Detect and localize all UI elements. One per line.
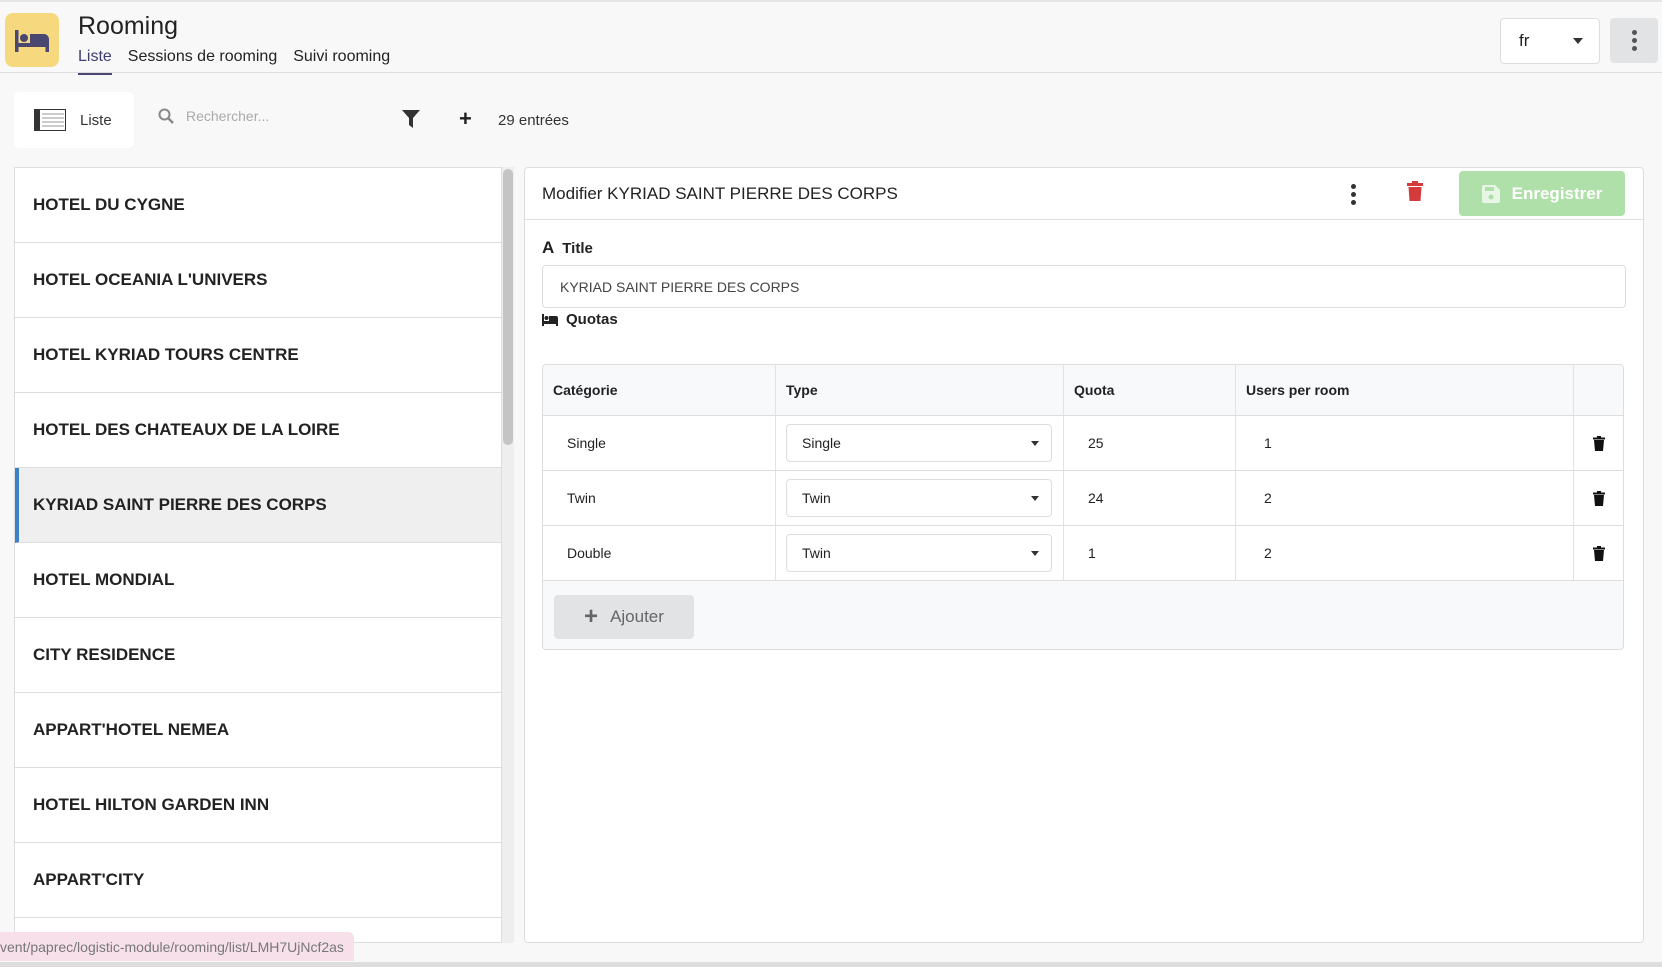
language-value: fr bbox=[1519, 31, 1530, 50]
delete-row-button[interactable] bbox=[1574, 526, 1623, 580]
type-value: Single bbox=[802, 435, 841, 451]
app-menu-button[interactable] bbox=[1610, 18, 1658, 63]
table-row: Single Single 25 1 bbox=[543, 416, 1623, 471]
column-header: Users per room bbox=[1236, 365, 1574, 415]
entry-count: 29 entrées bbox=[498, 112, 569, 129]
category-cell: Double bbox=[543, 526, 776, 580]
type-cell: Single bbox=[776, 416, 1064, 470]
search-icon bbox=[158, 108, 174, 124]
delete-row-button[interactable] bbox=[1574, 416, 1623, 470]
title-input[interactable]: KYRIAD SAINT PIERRE DES CORPS bbox=[542, 265, 1626, 308]
type-cell: Twin bbox=[776, 526, 1064, 580]
delete-row-button[interactable] bbox=[1574, 471, 1623, 525]
list-item[interactable]: HOTEL HILTON GARDEN INN bbox=[15, 768, 501, 843]
view-label: Liste bbox=[80, 111, 112, 129]
list-item[interactable]: HOTEL DU CYGNE bbox=[15, 168, 501, 243]
bottom-bar bbox=[0, 962, 1662, 967]
list-item[interactable]: KYRIAD SAINT PIERRE DES CORPS bbox=[15, 468, 501, 543]
quotas-table: Catégorie Type Quota Users per room Sing… bbox=[542, 364, 1624, 650]
filter-icon bbox=[402, 110, 420, 128]
trash-icon bbox=[1592, 435, 1605, 451]
save-label: Enregistrer bbox=[1511, 183, 1603, 203]
quota-cell[interactable]: 1 bbox=[1064, 526, 1236, 580]
category-cell: Twin bbox=[543, 471, 776, 525]
table-row: Double Twin 1 2 bbox=[543, 526, 1623, 581]
caret-down-icon bbox=[1031, 495, 1039, 501]
status-url: vent/paprec/logistic-module/rooming/list… bbox=[0, 932, 354, 961]
quotas-label-text: Quotas bbox=[566, 311, 618, 328]
plus-icon: + bbox=[459, 106, 472, 131]
column-header-actions bbox=[1574, 365, 1623, 415]
search-placeholder: Rechercher... bbox=[186, 108, 270, 124]
type-value: Twin bbox=[802, 490, 831, 506]
top-border bbox=[0, 0, 1662, 2]
column-header: Catégorie bbox=[543, 365, 776, 415]
tab-suivi[interactable]: Suivi rooming bbox=[293, 48, 391, 65]
list-item[interactable]: HOTEL MONDIAL bbox=[15, 543, 501, 618]
quotas-label: Quotas bbox=[542, 311, 618, 328]
search-input[interactable]: Rechercher... bbox=[158, 108, 269, 124]
list-item[interactable]: APPART'HOTEL NEMEA bbox=[15, 693, 501, 768]
caret-down-icon bbox=[1031, 440, 1039, 446]
trash-icon bbox=[1592, 490, 1605, 506]
save-button[interactable]: Enregistrer bbox=[1459, 171, 1625, 216]
filter-button[interactable] bbox=[402, 110, 420, 133]
add-entry-button[interactable]: + bbox=[459, 108, 472, 130]
delete-button[interactable] bbox=[1407, 181, 1423, 206]
plus-icon: + bbox=[584, 603, 599, 630]
title-label-text: Title bbox=[562, 239, 593, 257]
hotel-list: HOTEL DU CYGNE HOTEL OCEANIA L'UNIVERS HOT… bbox=[14, 167, 502, 943]
font-icon: A bbox=[542, 238, 555, 257]
more-vertical-icon bbox=[1351, 184, 1356, 205]
panel-title: Modifier KYRIAD SAINT PIERRE DES CORPS bbox=[542, 184, 898, 203]
users-per-room-cell[interactable]: 1 bbox=[1236, 416, 1574, 470]
list-item[interactable]: CITY RESIDENCE bbox=[15, 618, 501, 693]
column-header: Quota bbox=[1064, 365, 1236, 415]
quota-cell[interactable]: 24 bbox=[1064, 471, 1236, 525]
category-cell: Single bbox=[543, 416, 776, 470]
list-item[interactable]: HOTEL KYRIAD TOURS CENTRE bbox=[15, 318, 501, 393]
list-item[interactable]: HOTEL DES CHATEAUX DE LA LOIRE bbox=[15, 393, 501, 468]
type-select[interactable]: Twin bbox=[786, 479, 1052, 517]
table-header-row: Catégorie Type Quota Users per room bbox=[543, 365, 1623, 416]
type-value: Twin bbox=[802, 545, 831, 561]
list-icon bbox=[34, 109, 66, 131]
trash-icon bbox=[1407, 181, 1423, 201]
bed-logo-icon bbox=[5, 13, 59, 67]
quota-cell[interactable]: 25 bbox=[1064, 416, 1236, 470]
bed-icon bbox=[542, 313, 558, 326]
trash-icon bbox=[1592, 545, 1605, 561]
type-select[interactable]: Twin bbox=[786, 534, 1052, 572]
users-per-room-cell[interactable]: 2 bbox=[1236, 526, 1574, 580]
panel-more-button[interactable] bbox=[1351, 184, 1356, 205]
more-vertical-icon bbox=[1631, 30, 1637, 51]
title-value: KYRIAD SAINT PIERRE DES CORPS bbox=[560, 278, 800, 295]
column-header: Type bbox=[776, 365, 1064, 415]
nav-tabs: Liste Sessions de rooming Suivi rooming bbox=[78, 48, 390, 75]
users-per-room-cell[interactable]: 2 bbox=[1236, 471, 1574, 525]
caret-down-icon bbox=[1031, 550, 1039, 556]
panel-header: Modifier KYRIAD SAINT PIERRE DES CORPS E… bbox=[525, 168, 1643, 220]
list-item[interactable]: HOTEL OCEANIA L'UNIVERS bbox=[15, 243, 501, 318]
add-label: Ajouter bbox=[610, 607, 664, 626]
title-label: A Title bbox=[542, 238, 593, 258]
type-cell: Twin bbox=[776, 471, 1064, 525]
add-quota-button[interactable]: + Ajouter bbox=[554, 595, 694, 639]
caret-down-icon bbox=[1573, 38, 1583, 44]
type-select[interactable]: Single bbox=[786, 424, 1052, 462]
save-icon bbox=[1481, 184, 1500, 203]
language-select[interactable]: fr bbox=[1500, 18, 1600, 64]
header-divider bbox=[0, 72, 1662, 73]
tab-liste[interactable]: Liste bbox=[78, 48, 112, 75]
view-list-button[interactable]: Liste bbox=[14, 92, 134, 148]
tab-sessions[interactable]: Sessions de rooming bbox=[127, 48, 278, 65]
app-title: Rooming bbox=[78, 12, 179, 40]
list-scrollbar-thumb[interactable] bbox=[503, 169, 513, 445]
list-item[interactable]: APPART'CITY bbox=[15, 843, 501, 918]
table-row: Twin Twin 24 2 bbox=[543, 471, 1623, 526]
edit-panel: Modifier KYRIAD SAINT PIERRE DES CORPS E… bbox=[524, 167, 1644, 943]
